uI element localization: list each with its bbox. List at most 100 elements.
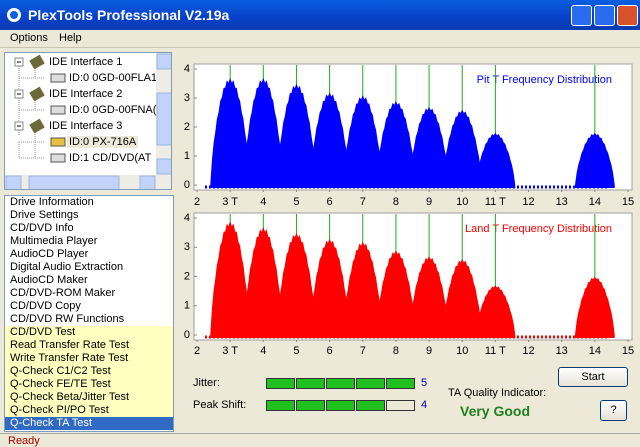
quality-segment	[326, 400, 355, 411]
quality-segment	[356, 378, 385, 389]
x-tick-label: 9	[426, 345, 432, 357]
x-tick-label: 11 T	[485, 196, 506, 208]
peak	[376, 250, 416, 338]
x-tick-label: 8	[393, 196, 399, 208]
peak	[210, 77, 251, 188]
y-tick-label: 4	[184, 212, 190, 224]
y-tick-label: 3	[184, 241, 190, 253]
list-item[interactable]: AudioCD Player	[10, 248, 89, 260]
list-item[interactable]: CD/DVD RW Functions	[10, 313, 125, 325]
peak	[309, 238, 350, 338]
list-item[interactable]: Q-Check C1/C2 Test	[5, 365, 173, 378]
list-item[interactable]: Q-Check TA Test	[5, 417, 173, 430]
tree-node[interactable]: ID:1 CD/DVD(AT	[69, 152, 152, 164]
window-title: PlexTools Professional V2.19a	[28, 7, 230, 23]
x-tick-label: 12	[522, 196, 534, 208]
peak	[442, 258, 483, 338]
minimize-button[interactable]	[571, 5, 592, 26]
list-item[interactable]: Drive Settings	[10, 209, 79, 221]
peak	[475, 132, 516, 188]
peak	[210, 220, 251, 338]
menu-bar	[0, 30, 640, 48]
x-tick-label: 7	[360, 196, 366, 208]
quality-segment	[266, 400, 295, 411]
peak	[574, 132, 615, 188]
tree-node[interactable]: IDE Interface 1	[49, 56, 123, 68]
y-tick-label: 1	[184, 150, 190, 162]
x-tick-label: 5	[293, 345, 299, 357]
list-item[interactable]: Q-Check FE/TE Test	[5, 378, 173, 391]
peak	[574, 276, 615, 338]
quality-segment	[326, 378, 355, 389]
app-icon	[7, 8, 21, 22]
peak	[276, 232, 317, 338]
status-bar: Ready	[0, 433, 640, 447]
peak	[276, 83, 317, 188]
y-tick-label: 2	[184, 270, 190, 282]
maximize-button[interactable]	[594, 5, 615, 26]
x-tick-label: 2	[194, 345, 200, 357]
x-tick-label: 9	[426, 196, 432, 208]
peak	[309, 92, 350, 188]
chart-title: Pit T Frequency Distribution	[477, 74, 612, 86]
list-item[interactable]: CD/DVD Test	[5, 326, 173, 339]
list-item[interactable]: Q-Check Beta/Jitter Test	[5, 391, 173, 404]
peak-shift-value: 4	[421, 399, 428, 411]
start-button[interactable]: Start	[558, 367, 628, 387]
quality-segment	[386, 378, 415, 389]
peak	[475, 285, 516, 338]
list-item[interactable]: Q-Check PI/PO Test	[5, 404, 173, 417]
x-tick-label: 11 T	[485, 345, 506, 357]
menu-item[interactable]: Help	[59, 32, 82, 44]
title-bar: PlexTools Professional V2.19a	[0, 0, 640, 30]
x-tick-label: 10	[456, 196, 468, 208]
x-tick-label: 6	[327, 345, 333, 357]
jitter-label: Jitter:	[193, 377, 220, 389]
list-item[interactable]: AudioCD Maker	[10, 274, 88, 286]
peak-shift-label: Peak Shift:	[193, 399, 247, 411]
x-tick-label: 12	[522, 345, 534, 357]
y-tick-label: 2	[184, 121, 190, 133]
peak	[342, 95, 383, 188]
list-item[interactable]: CD/DVD Info	[10, 222, 74, 234]
peak	[342, 241, 383, 338]
quality-segment	[386, 400, 415, 411]
tree-node[interactable]: ID:0 PX-716A	[67, 136, 139, 148]
quality-segment	[356, 400, 385, 411]
list-item[interactable]: Write Transfer Rate Test	[5, 352, 173, 365]
chart-title: Land T Frequency Distribution	[465, 223, 612, 235]
tree-node[interactable]: IDE Interface 2	[49, 88, 123, 100]
x-tick-label: 15	[622, 196, 634, 208]
status-text: Ready	[8, 435, 40, 447]
list-item[interactable]: Multimedia Player	[10, 235, 98, 247]
tree-node[interactable]: ID:0 0GD-00FNA(	[69, 104, 157, 116]
y-tick-label: 0	[184, 179, 190, 191]
quality-segment	[296, 400, 325, 411]
close-button[interactable]	[617, 5, 638, 26]
peak	[409, 106, 449, 188]
help-button[interactable]: ?	[600, 400, 627, 421]
list-item[interactable]: Digital Audio Extraction	[10, 261, 124, 273]
x-tick-label: 4	[260, 345, 266, 357]
list-item[interactable]: CD/DVD Copy	[10, 300, 81, 312]
x-tick-label: 14	[589, 345, 601, 357]
menu-item[interactable]: Options	[10, 32, 48, 44]
tree-node[interactable]: ID:0 0GD-00FLA1	[69, 72, 158, 84]
x-tick-label: 7	[360, 345, 366, 357]
peak	[442, 109, 483, 188]
quality-segment	[266, 378, 295, 389]
tree-decor	[5, 53, 171, 189]
list-item[interactable]: Drive Information	[10, 196, 94, 208]
x-tick-label: 10	[456, 345, 468, 357]
list-item[interactable]: CD/DVD-ROM Maker	[10, 287, 116, 299]
peak	[243, 77, 284, 188]
y-tick-label: 3	[184, 92, 190, 104]
list-item[interactable]: Read Transfer Rate Test	[5, 339, 173, 352]
peak	[409, 256, 449, 338]
x-tick-label: 3 T	[222, 345, 238, 357]
tree-node[interactable]: IDE Interface 3	[49, 120, 123, 132]
x-tick-label: 2	[194, 196, 200, 208]
peak	[243, 226, 284, 338]
